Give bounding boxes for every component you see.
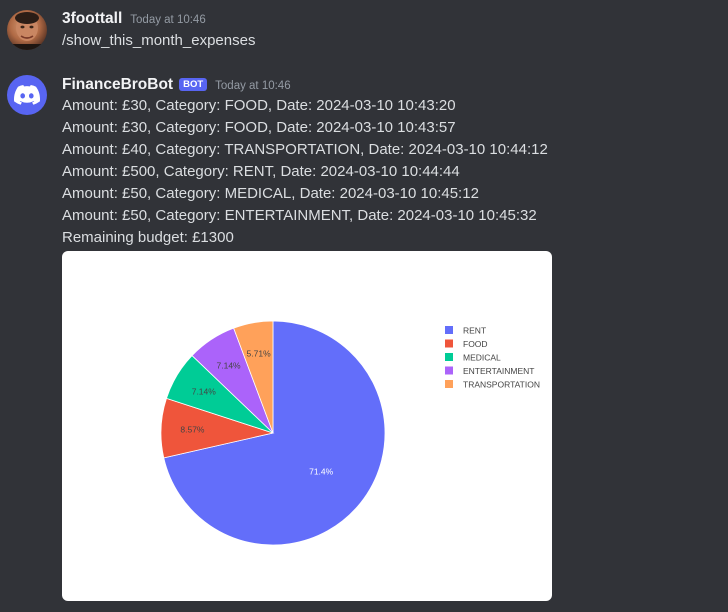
message-header: FinanceBroBot BOT Today at 10:46 — [62, 76, 291, 94]
timestamp[interactable]: Today at 10:46 — [215, 80, 291, 92]
pie-label-rent: 71.4% — [309, 466, 334, 476]
legend-label-food[interactable]: FOOD — [463, 339, 488, 349]
legend-swatch-transportation[interactable] — [445, 380, 453, 388]
pie-label-food: 8.57% — [180, 424, 205, 434]
pie-chart: 71.4% 8.57% 7.14% 7.14% 5.71% RENT FOOD MEDICAL… — [160, 320, 540, 546]
username[interactable]: FinanceBroBot — [62, 76, 174, 93]
expense-line: Amount: £500, Category: RENT, Date: 2024… — [62, 163, 460, 180]
expense-line: Amount: £50, Category: MEDICAL, Date: 20… — [62, 185, 479, 202]
bot-avatar[interactable] — [7, 75, 47, 115]
bot-badge: BOT — [179, 78, 208, 91]
message-header: 3foottall Today at 10:46 — [62, 10, 206, 28]
expense-line: Amount: £40, Category: TRANSPORTATION, D… — [62, 141, 548, 158]
legend-swatch-entertainment[interactable] — [445, 366, 453, 375]
user-avatar-image — [7, 12, 47, 50]
legend-swatch-rent[interactable] — [445, 326, 453, 334]
legend-label-entertainment[interactable]: ENTERTAINMENT — [463, 366, 534, 376]
timestamp[interactable]: Today at 10:46 — [130, 14, 206, 26]
remaining-budget: Remaining budget: £1300 — [62, 229, 234, 246]
legend-label-rent[interactable]: RENT — [463, 326, 486, 336]
expense-line: Amount: £50, Category: ENTERTAINMENT, Da… — [62, 207, 537, 224]
discord-logo-icon — [14, 85, 40, 105]
legend-label-medical[interactable]: MEDICAL — [463, 353, 501, 363]
legend-swatch-medical[interactable] — [445, 353, 453, 361]
expense-line: Amount: £30, Category: FOOD, Date: 2024-… — [62, 119, 456, 136]
username[interactable]: 3foottall — [62, 10, 123, 27]
pie-label-transportation: 5.71% — [247, 349, 272, 359]
expense-line: Amount: £30, Category: FOOD, Date: 2024-… — [62, 97, 456, 114]
legend-swatch-food[interactable] — [445, 339, 453, 348]
chart-attachment[interactable]: 71.4% 8.57% 7.14% 7.14% 5.71% RENT FOOD MEDICAL… — [62, 251, 552, 601]
legend-label-transportation[interactable]: TRANSPORTATION — [463, 380, 540, 390]
pie-slice-rent[interactable] — [163, 320, 386, 546]
message-text: /show_this_month_expenses — [62, 32, 256, 49]
pie-slice-transportation[interactable] — [233, 320, 274, 434]
pie-label-entertainment: 7.14% — [217, 361, 242, 371]
pie-label-medical: 7.14% — [192, 387, 217, 397]
user-avatar[interactable] — [7, 10, 47, 50]
